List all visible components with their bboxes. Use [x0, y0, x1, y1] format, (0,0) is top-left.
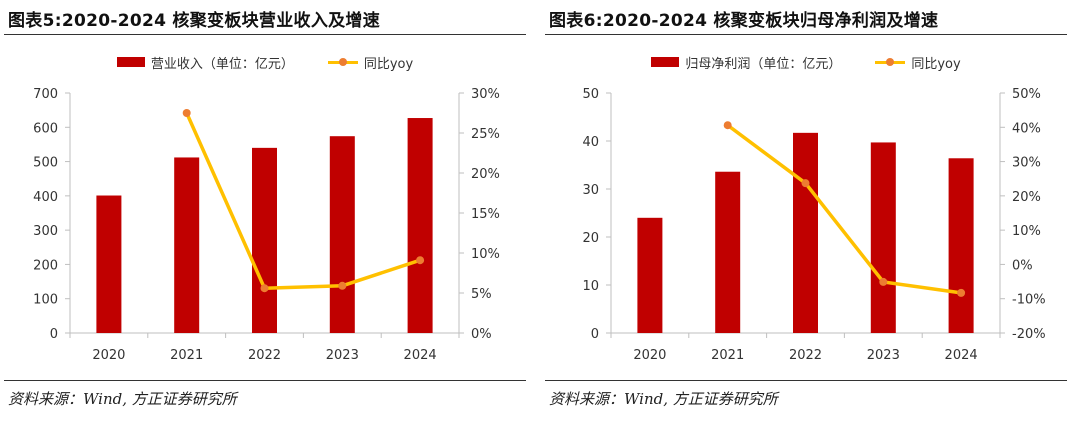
y-right-tick-label: 0% [471, 327, 492, 342]
yoy-point-2022 [801, 179, 810, 188]
y-right-tick-label: 10% [471, 247, 500, 262]
y-right-tick-label: -20% [1012, 327, 1046, 342]
title-divider [545, 34, 1067, 35]
bar-2021 [715, 171, 741, 333]
yoy-point-2024 [957, 288, 966, 297]
y-left-tick-label: 300 [33, 224, 58, 239]
y-right-tick-label: -10% [1012, 293, 1046, 308]
y-right-tick-label: 40% [1012, 121, 1041, 136]
chart-title: 图表5:2020-2024 核聚变板块营业收入及增速 [8, 11, 381, 31]
x-tick-label: 2020 [633, 348, 666, 363]
y-right-tick-label: 15% [471, 207, 500, 222]
yoy-point-2023 [879, 277, 888, 286]
legend-line-label: 同比yoy [363, 56, 414, 72]
revenue-chart-plot: 0 100 200 300 400 500 600 700 0% 5% 10% 15% 20% 25% 30… [33, 87, 500, 363]
legend-bar-swatch [651, 57, 680, 67]
y-right-tick-label: 25% [471, 127, 500, 142]
bar-2022 [793, 132, 818, 333]
y-left-tick-label: 600 [33, 121, 58, 136]
x-tick-label: 2024 [945, 348, 978, 363]
net-profit-chart-plot: 0 10 20 30 40 50 -20% -10% 0% 10% 20% 30% 40% 50% 2020… [582, 87, 1046, 363]
yoy-point-2021 [182, 109, 191, 117]
y-left-tick-label: 40 [582, 135, 599, 150]
y-right-tick-label: 0% [1012, 258, 1033, 273]
bar-2020 [96, 195, 122, 333]
bar-2022 [252, 147, 277, 333]
yoy-line [726, 123, 962, 295]
x-tick-label: 2020 [92, 348, 125, 363]
legend-item-line: 同比yoy [875, 53, 961, 72]
chart-legend: 营业收入（单位：亿元） 同比yoy [4, 52, 526, 72]
source-divider [545, 380, 1067, 381]
yoy-point-2024 [416, 256, 425, 265]
y-left-tick-label: 400 [33, 190, 58, 205]
x-tick-label: 2022 [248, 348, 281, 363]
y-right-tick-label: 20% [471, 167, 500, 182]
bar-2023 [329, 136, 355, 333]
y-right-tick-label: 30% [1012, 156, 1041, 171]
y-left-tick-label: 50 [582, 87, 599, 102]
yoy-point-2023 [338, 281, 347, 290]
source-note: 资料来源：Wind, 方正证券研究所 [549, 390, 778, 408]
legend-item-line: 同比yoy [327, 53, 414, 72]
yoy-point-2021 [723, 121, 732, 130]
y-right-tick-label: 10% [1012, 224, 1041, 239]
y-left-tick-label: 200 [33, 258, 58, 273]
legend-line-label: 同比yoy [911, 56, 961, 72]
yoy-line [185, 112, 421, 290]
chart-panel-revenue: 图表5:2020-2024 核聚变板块营业收入及增速 营业收入（单位：亿元） 同… [4, 0, 534, 423]
x-tick-label: 2022 [789, 348, 822, 363]
y-right-tick-label: 50% [1012, 87, 1041, 102]
legend-item-bar: 营业收入（单位：亿元） [116, 53, 294, 72]
legend-line-swatch [875, 57, 906, 67]
title-divider [4, 34, 526, 35]
x-tick-label: 2021 [711, 348, 744, 363]
y-left-tick-label: 0 [591, 327, 599, 342]
x-tick-label: 2024 [404, 348, 437, 363]
y-right-tick-label: 20% [1012, 190, 1041, 205]
legend-line-swatch [327, 57, 358, 67]
bar-2024 [948, 158, 974, 333]
bar-2023 [870, 142, 896, 333]
x-tick-label: 2021 [170, 348, 203, 363]
y-left-tick-label: 30 [582, 183, 599, 198]
y-left-tick-label: 0 [50, 327, 58, 342]
x-tick-label: 2023 [867, 348, 900, 363]
y-left-tick-label: 700 [33, 87, 58, 102]
y-left-tick-label: 10 [582, 279, 599, 294]
chart-legend: 归母净利润（单位：亿元） 同比yoy [545, 52, 1067, 72]
chart-title: 图表6:2020-2024 核聚变板块归母净利润及增速 [549, 11, 939, 31]
y-left-tick-label: 100 [33, 293, 58, 308]
chart-panel-net-profit: 图表6:2020-2024 核聚变板块归母净利润及增速 归母净利润（单位：亿元）… [545, 0, 1075, 423]
legend-bar-swatch [116, 57, 145, 67]
bar-2024 [407, 118, 433, 334]
y-left-tick-label: 20 [582, 231, 599, 246]
y-left-tick-label: 500 [33, 156, 58, 171]
x-tick-label: 2023 [326, 348, 359, 363]
yoy-point-2022 [260, 284, 269, 293]
y-right-tick-label: 5% [471, 287, 492, 302]
source-note: 资料来源：Wind, 方正证券研究所 [8, 390, 237, 408]
legend-bar-label: 归母净利润（单位：亿元） [685, 56, 842, 72]
legend-item-bar: 归母净利润（单位：亿元） [651, 53, 841, 72]
source-divider [4, 380, 526, 381]
y-right-tick-label: 30% [471, 87, 500, 102]
legend-bar-label: 营业收入（单位：亿元） [150, 56, 294, 72]
bar-2021 [174, 157, 200, 333]
bar-2020 [637, 217, 663, 333]
